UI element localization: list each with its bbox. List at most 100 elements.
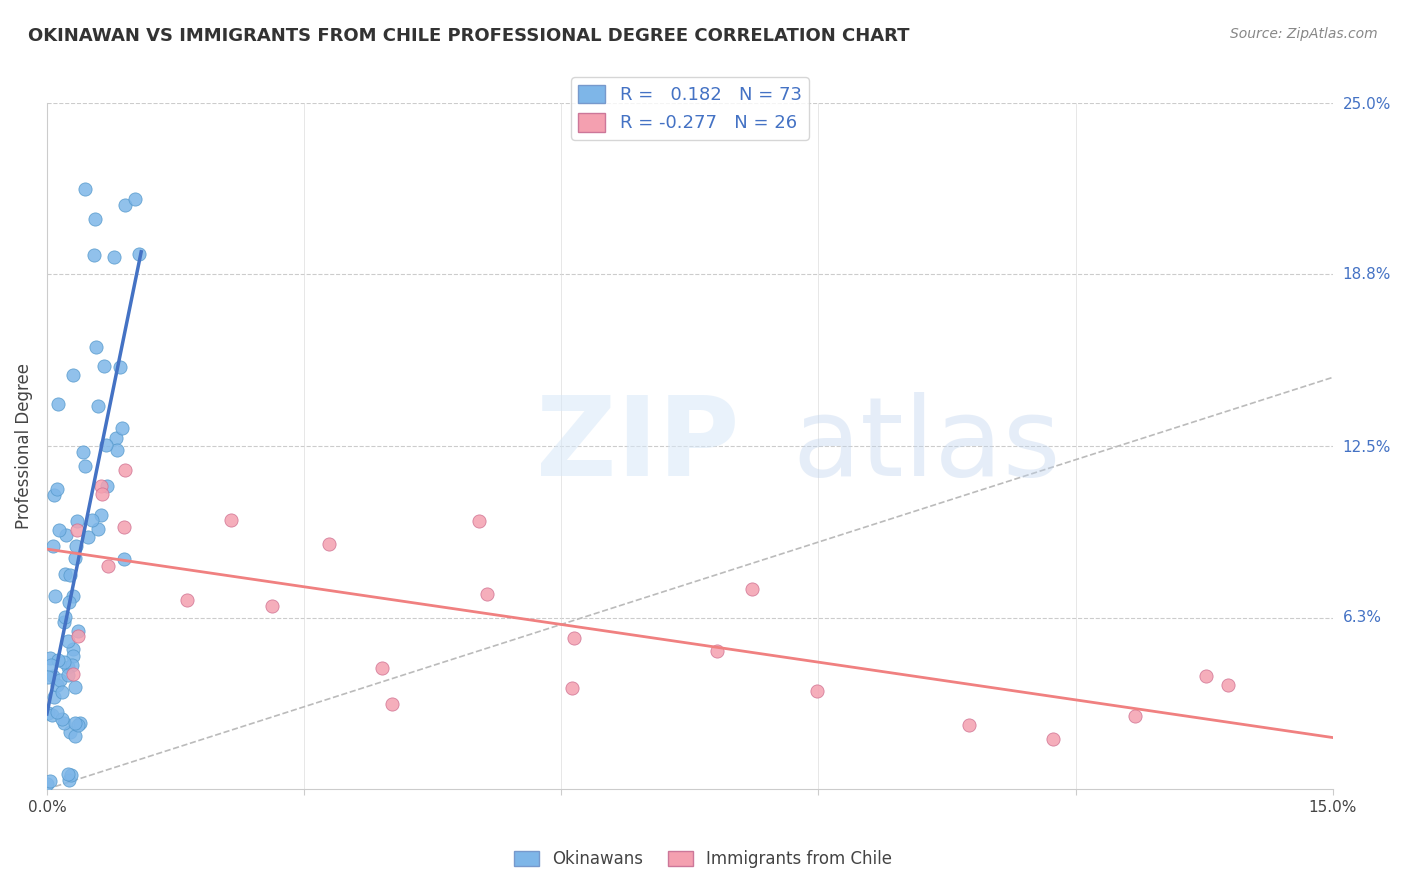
Point	[46, 653, 69, 667]
Point	[42, 690, 65, 705]
Point	[60, 768, 83, 782]
Point	[1216, 678, 1239, 692]
Point	[90, 487, 112, 501]
Point	[105, 443, 128, 458]
Point	[55, 567, 77, 582]
Point	[69, 716, 91, 731]
Point	[114, 463, 136, 477]
Point	[56, 659, 79, 673]
Legend: R =   0.182   N = 73, R = -0.277   N = 26: R = 0.182 N = 73, R = -0.277 N = 26	[571, 78, 808, 140]
Point	[1125, 708, 1147, 723]
Point	[124, 192, 146, 206]
Point	[46, 482, 69, 496]
Point	[46, 705, 69, 719]
Point	[87, 399, 110, 413]
Point	[37, 706, 59, 720]
Point	[35, 776, 58, 790]
Point	[51, 685, 73, 699]
Point	[84, 212, 107, 227]
Point	[41, 707, 63, 722]
Point	[96, 479, 118, 493]
Point	[86, 522, 108, 536]
Point	[562, 631, 585, 645]
Point	[39, 658, 62, 673]
Point	[561, 681, 583, 695]
Point	[475, 587, 498, 601]
Point	[76, 530, 98, 544]
Point	[63, 729, 86, 743]
Point	[42, 488, 65, 502]
Point	[371, 661, 394, 675]
Point	[53, 615, 76, 629]
Point	[706, 644, 728, 658]
Legend: Okinawans, Immigrants from Chile: Okinawans, Immigrants from Chile	[508, 844, 898, 875]
Point	[46, 397, 69, 411]
Point	[86, 340, 108, 354]
Point	[90, 508, 112, 522]
Point	[1042, 732, 1064, 747]
Point	[58, 634, 80, 648]
Point	[45, 678, 67, 692]
Point	[39, 650, 62, 665]
Point	[83, 248, 105, 262]
Point	[111, 421, 134, 435]
Point	[73, 182, 96, 196]
Point	[39, 774, 62, 789]
Point	[37, 670, 59, 684]
Point	[72, 445, 94, 459]
Point	[741, 582, 763, 596]
Point	[1195, 669, 1218, 683]
Point	[128, 246, 150, 260]
Point	[103, 251, 125, 265]
Point	[59, 567, 82, 582]
Point	[65, 539, 87, 553]
Point	[41, 539, 63, 553]
Point	[62, 667, 84, 681]
Point	[381, 697, 404, 711]
Text: OKINAWAN VS IMMIGRANTS FROM CHILE PROFESSIONAL DEGREE CORRELATION CHART: OKINAWAN VS IMMIGRANTS FROM CHILE PROFES…	[28, 27, 910, 45]
Point	[318, 536, 340, 550]
Point	[53, 715, 76, 730]
Point	[96, 438, 118, 452]
Point	[90, 479, 112, 493]
Point	[62, 589, 84, 603]
Text: ZIP: ZIP	[536, 392, 740, 500]
Point	[63, 551, 86, 566]
Y-axis label: Professional Degree: Professional Degree	[15, 363, 32, 529]
Point	[114, 198, 136, 212]
Point	[55, 527, 77, 541]
Point	[56, 668, 79, 682]
Point	[80, 513, 103, 527]
Point	[112, 551, 135, 566]
Point	[260, 599, 283, 614]
Point	[51, 712, 73, 726]
Point	[56, 767, 79, 781]
Text: Source: ZipAtlas.com: Source: ZipAtlas.com	[1230, 27, 1378, 41]
Point	[65, 716, 87, 731]
Point	[66, 523, 89, 537]
Point	[112, 520, 135, 534]
Point	[53, 655, 76, 669]
Point	[176, 593, 198, 607]
Point	[108, 359, 131, 374]
Point	[62, 368, 84, 382]
Point	[44, 589, 66, 603]
Point	[221, 513, 243, 527]
Point	[66, 515, 89, 529]
Point	[62, 649, 84, 664]
Point	[105, 431, 128, 445]
Point	[957, 718, 980, 732]
Point	[41, 669, 63, 683]
Point	[468, 514, 491, 528]
Point	[48, 673, 70, 688]
Point	[58, 594, 80, 608]
Point	[75, 459, 97, 474]
Point	[59, 724, 82, 739]
Point	[58, 772, 80, 787]
Point	[48, 523, 70, 537]
Point	[62, 642, 84, 657]
Point	[93, 359, 115, 374]
Text: atlas: atlas	[793, 392, 1062, 500]
Point	[63, 680, 86, 694]
Point	[67, 624, 90, 639]
